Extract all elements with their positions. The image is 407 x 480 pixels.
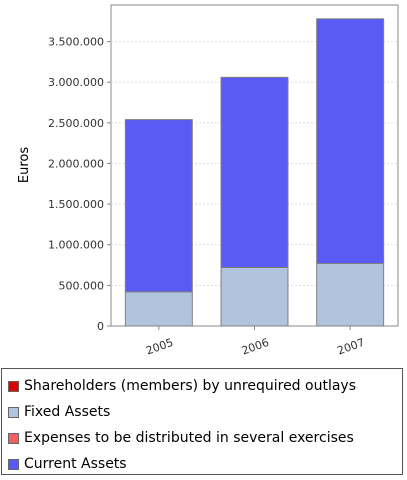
legend-swatch-3 <box>8 458 19 470</box>
y-axis-ticks: 0 500.000 1.000.000 1.500.000 2.000.000 2.500… <box>48 36 111 333</box>
y-tick-label-4: 2.000.000 <box>48 157 104 170</box>
y-tick-label-1: 500.000 <box>59 279 105 292</box>
y-axis-label: Euros <box>17 147 32 183</box>
bar-2006-series-1 <box>220 266 289 327</box>
x-tick-label-0: 2005 <box>144 336 175 358</box>
legend-item-1: Fixed Assets <box>8 399 402 425</box>
legend-swatch-1 <box>8 406 19 418</box>
legend-item-2: Expenses to be distributed in several ex… <box>8 425 402 451</box>
bar-2007-series-3 <box>316 18 385 264</box>
legend-label-0: Shareholders (members) by unrequired out… <box>24 378 356 394</box>
bar-2006-series-3 <box>220 76 289 268</box>
y-tick-label-6: 3.000.000 <box>48 76 104 89</box>
legend-label-2: Expenses to be distributed in several ex… <box>24 430 354 446</box>
bar-2007-series-1 <box>316 262 385 327</box>
y-tick-label-2: 1.000.000 <box>48 239 104 252</box>
y-tick-label-3: 1.500.000 <box>48 198 104 211</box>
legend-label-3: Current Assets <box>24 456 127 472</box>
bar-2005-series-1 <box>124 291 193 327</box>
legend-label-1: Fixed Assets <box>24 404 111 420</box>
y-tick-label-5: 2.500.000 <box>48 117 104 130</box>
x-tick-label-2: 2007 <box>336 336 367 358</box>
bars <box>124 18 385 327</box>
bar-2005-series-3 <box>124 119 193 293</box>
y-tick-label-7: 3.500.000 <box>48 36 104 49</box>
legend-swatch-2 <box>8 432 19 444</box>
x-tick-label-1: 2006 <box>240 336 271 358</box>
legend-swatch-0 <box>8 380 19 392</box>
stacked-bar-chart: 0 500.000 1.000.000 1.500.000 2.000.000 2.500… <box>17 4 399 358</box>
legend: Shareholders (members) by unrequired out… <box>1 368 403 475</box>
legend-item-3: Current Assets <box>8 451 402 477</box>
x-axis-ticks: 2005 2006 2007 <box>144 326 366 358</box>
legend-item-0: Shareholders (members) by unrequired out… <box>8 373 402 399</box>
y-tick-label-0: 0 <box>97 320 104 333</box>
